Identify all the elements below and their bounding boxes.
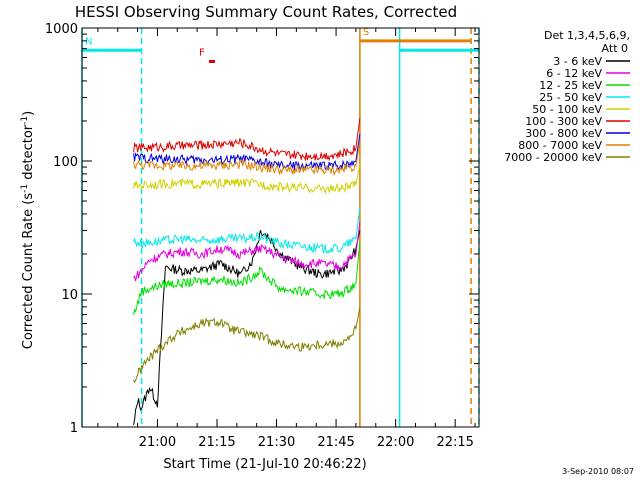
- legend-header-attenuator: Att 0: [602, 42, 628, 55]
- series-line-25-50-kev: [133, 207, 361, 255]
- legend-label-25-50-kev: 25 - 50 keV: [539, 91, 602, 104]
- series-line-300-800-kev: [133, 133, 361, 172]
- series-line-3-6-kev: [133, 230, 361, 425]
- series-line-6-12-kev: [133, 221, 361, 282]
- series-line-12-25-kev: [133, 241, 361, 315]
- y-tick-label: 1000: [45, 22, 78, 37]
- legend-header-detectors: Det 1,3,4,5,6,9,: [544, 29, 630, 42]
- legend-label-300-800-kev: 300 - 800 keV: [525, 127, 602, 140]
- legend-label-100-300-kev: 100 - 300 keV: [525, 115, 602, 128]
- x-tick-label: 21:30: [258, 435, 295, 450]
- y-axis-label: Corrected Count Rate (s-1 detector-1): [20, 111, 36, 349]
- interval-label-s: S: [363, 27, 369, 38]
- y-tick-label: 1: [70, 421, 78, 436]
- legend-label-50-100-kev: 50 - 100 keV: [532, 103, 602, 116]
- series-line-7000-20000-kev: [133, 306, 361, 384]
- legend-label-3-6-kev: 3 - 6 keV: [553, 55, 602, 68]
- plot-frame: [81, 27, 480, 428]
- x-tick-label: 21:00: [139, 435, 176, 450]
- y-tick-label: 100: [53, 155, 78, 170]
- series-line-800-7000-kev: [133, 141, 361, 177]
- interval-label-n: N: [85, 36, 92, 47]
- series-line-50-100-kev: [133, 163, 361, 195]
- x-tick-label: 22:00: [377, 435, 414, 450]
- series-line-100-300-kev: [133, 118, 361, 162]
- y-tick-label: 10: [61, 288, 78, 303]
- interval-label-f: F: [199, 47, 205, 58]
- x-tick-label: 21:45: [317, 435, 354, 450]
- legend-label-800-7000-kev: 800 - 7000 keV: [518, 139, 602, 152]
- x-tick-label: 21:15: [198, 435, 235, 450]
- x-tick-label: 22:15: [436, 435, 473, 450]
- chart-title: HESSI Observing Summary Count Rates, Cor…: [75, 3, 457, 21]
- legend-label-6-12-kev: 6 - 12 keV: [546, 67, 602, 80]
- legend-label-7000-20000-kev: 7000 - 20000 keV: [504, 151, 602, 164]
- generation-timestamp: 3-Sep-2010 08:07: [562, 467, 634, 476]
- legend-label-12-25-kev: 12 - 25 keV: [539, 79, 602, 92]
- x-axis-label: Start Time (21-Jul-10 20:46:22): [163, 457, 366, 472]
